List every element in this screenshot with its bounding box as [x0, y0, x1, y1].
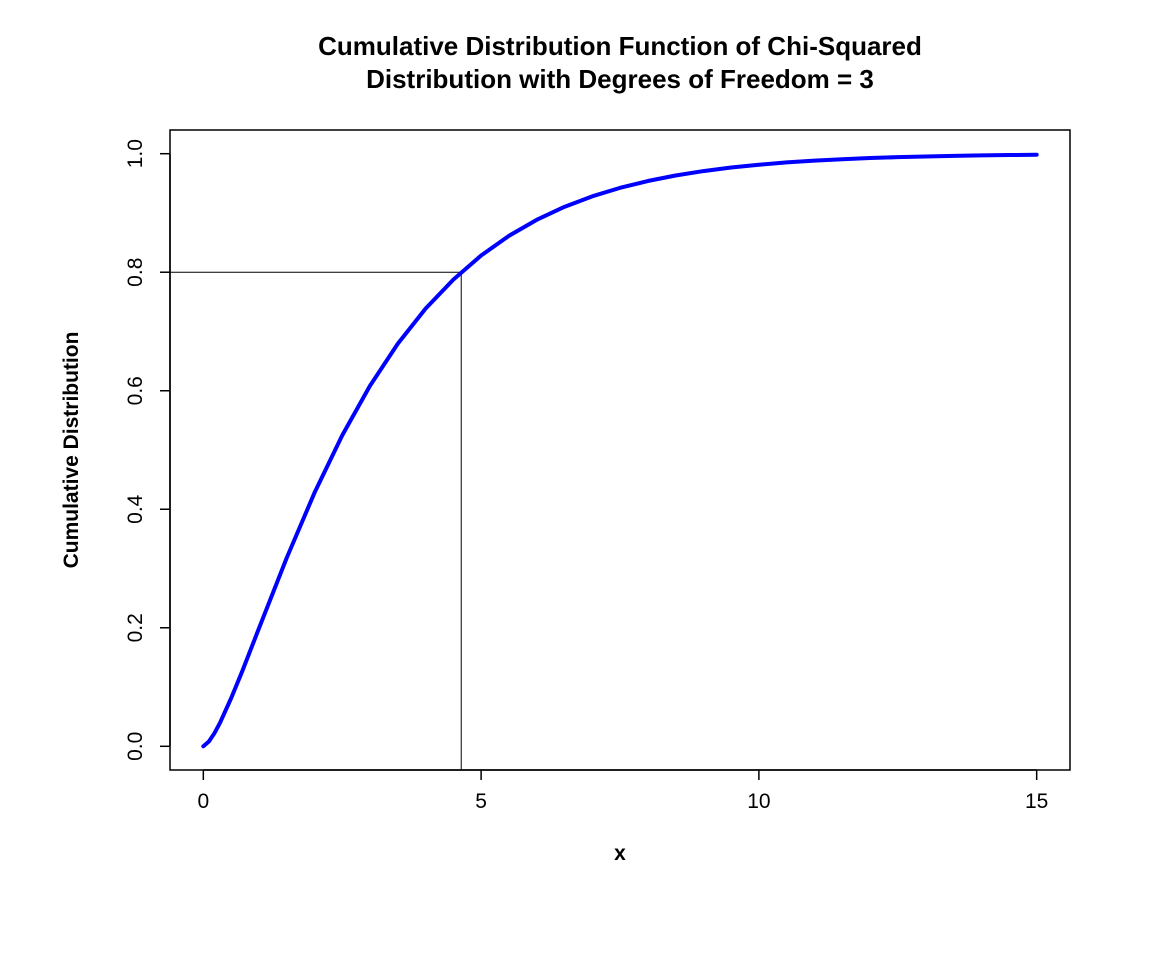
y-tick-label: 0.4	[124, 494, 147, 524]
y-tick-label: 0.0	[124, 732, 147, 761]
y-tick-label: 0.8	[124, 258, 147, 287]
x-axis-label: x	[614, 842, 626, 865]
plot-box	[170, 130, 1070, 770]
y-axis-label: Cumulative Distribution	[60, 332, 83, 569]
x-tick-label: 0	[197, 790, 209, 813]
x-tick-label: 15	[1025, 790, 1048, 813]
chart-container: Cumulative Distribution Function of Chi-…	[0, 0, 1152, 960]
y-tick-label: 1.0	[124, 139, 147, 168]
y-tick-label: 0.6	[124, 376, 147, 405]
x-tick-label: 10	[747, 790, 770, 813]
chart-title-line1: Cumulative Distribution Function of Chi-…	[318, 31, 922, 61]
y-tick-label: 0.2	[124, 613, 147, 642]
chart-title-line2: Distribution with Degrees of Freedom = 3	[366, 64, 874, 94]
x-tick-label: 5	[475, 790, 487, 813]
chart-svg: Cumulative Distribution Function of Chi-…	[0, 0, 1152, 960]
cdf-curve	[203, 155, 1036, 747]
